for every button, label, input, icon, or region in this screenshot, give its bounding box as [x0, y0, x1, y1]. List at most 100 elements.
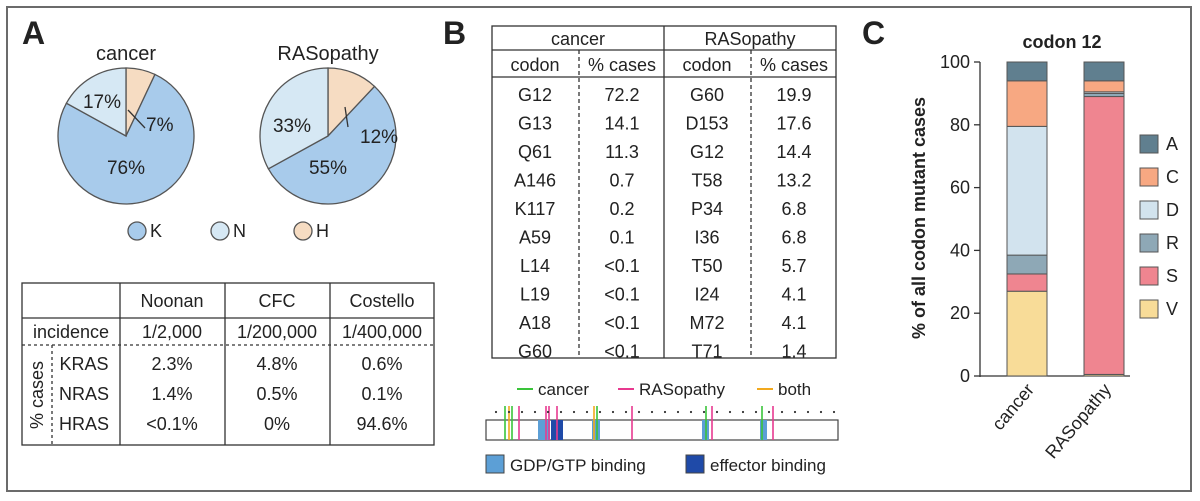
bar-segment-s — [1006, 273, 1048, 292]
codon-table-cell: A146 — [514, 171, 556, 191]
codon-table-cell: 72.2 — [604, 85, 639, 105]
codon-table-cell: A18 — [519, 313, 551, 333]
codon-table-cell: A59 — [519, 228, 551, 248]
codon-table-cell: G60 — [690, 85, 724, 105]
gdp-binding-region-4 — [760, 420, 767, 440]
panel-label-b: B — [443, 15, 466, 51]
codon-table-cell: 19.9 — [776, 85, 811, 105]
incidence-table — [21, 282, 435, 446]
gene-label: NRAS — [59, 384, 109, 404]
figure-frame — [6, 6, 1192, 492]
codon-table-cell: 0.1 — [609, 228, 634, 248]
pie-title-rasopathy: RASopathy — [277, 43, 378, 65]
incidence-cfc: 1/200,000 — [237, 322, 317, 342]
codon-table-cell: L14 — [520, 256, 550, 276]
gdp-binding-region-2 — [592, 420, 600, 440]
legend-label-v: V — [1166, 299, 1178, 319]
legend-label-r: R — [1166, 233, 1179, 253]
y-tick-label: 0 — [960, 366, 970, 386]
bar-segment-a — [1006, 61, 1048, 82]
codon-table-cell: <0.1 — [604, 342, 640, 362]
sequence-tick-dot — [494, 410, 498, 414]
pie-chart-cancer: 76% 17% 7% — [57, 67, 195, 205]
codon-table-cell: T71 — [691, 342, 722, 362]
pie-label-n: 33% — [273, 116, 311, 137]
legend-swatch-gdp — [485, 454, 505, 474]
legend-label-s: S — [1166, 266, 1178, 286]
legend-swatch-a — [1139, 134, 1159, 154]
codon-table-cell: 0.2 — [609, 199, 634, 219]
y-tick-label: 20 — [950, 303, 970, 323]
pie-leader-line — [344, 106, 349, 128]
x-tick-label: cancer — [988, 380, 1038, 434]
sequence-tick-dot — [637, 410, 641, 414]
sequence-tick-dot — [689, 410, 693, 414]
codon-table-cell: G12 — [518, 85, 552, 105]
pie-label-n: 17% — [83, 92, 121, 113]
codon-table-cell: <0.1 — [604, 256, 640, 276]
codon-table-cell: I24 — [694, 285, 719, 305]
sequence-tick-dot — [741, 410, 745, 414]
col-header-noonan: Noonan — [140, 291, 203, 311]
legend-swatch-h — [293, 221, 313, 241]
codon-table-cell: 0.7 — [609, 171, 634, 191]
sequence-tick-dot — [728, 410, 732, 414]
codon-subheader-1: codon — [510, 55, 559, 75]
sequence-tick-dot — [572, 410, 576, 414]
panel-label-c: C — [862, 15, 885, 51]
pie-slice-k — [57, 73, 195, 205]
seq-legend-cancer: cancer — [538, 380, 589, 399]
sequence-tick-dot — [793, 410, 797, 414]
codon-group-rasopathy: RASopathy — [704, 29, 795, 49]
sequence-tick-dot — [676, 410, 680, 414]
seq-legend-effector: effector binding — [710, 456, 826, 475]
codon-subheader-3: codon — [682, 55, 731, 75]
incidence-gene-rows: KRAS 2.3% 4.8% 0.6% NRAS 1.4% 0.5% 0.1% HRAS <0.1… — [59, 354, 408, 434]
codon-table-cell: 5.7 — [781, 256, 806, 276]
incidence-table-cell: 0% — [264, 414, 290, 434]
pie-label-k: 76% — [107, 158, 145, 179]
codon-table-cell: 17.6 — [776, 114, 811, 134]
sequence-tick-dot — [533, 410, 537, 414]
incidence-table-cell: 0.6% — [361, 354, 402, 374]
sequence-tick-dot — [780, 410, 784, 414]
sequence-tick-dot — [819, 410, 823, 414]
incidence-table-cell: 0.5% — [256, 384, 297, 404]
legend-label-n: N — [233, 221, 246, 241]
legend-swatch-d — [1139, 200, 1159, 220]
codon-table-cell: D153 — [685, 114, 728, 134]
incidence-noonan: 1/2,000 — [142, 322, 202, 342]
seq-legend-rasopathy: RASopathy — [639, 380, 725, 399]
legend-label-h: H — [316, 221, 329, 241]
codon-table-cell: G12 — [690, 142, 724, 162]
sequence-tick-dot — [754, 410, 758, 414]
seq-legend-both: both — [778, 380, 811, 399]
row-group-label-cases: % cases — [27, 361, 47, 429]
y-tick-label: 100 — [940, 52, 970, 72]
sequence-tick-dot — [663, 410, 667, 414]
y-tick-label: 40 — [950, 240, 970, 260]
col-header-cfc: CFC — [259, 291, 296, 311]
col-header-costello: Costello — [349, 291, 414, 311]
codon-table-cell: <0.1 — [604, 285, 640, 305]
codon-table-cell: P34 — [691, 199, 723, 219]
legend-swatch-n — [210, 221, 230, 241]
legend-swatch-k — [127, 221, 147, 241]
incidence-table-cell: <0.1% — [146, 414, 198, 434]
codon-group-cancer: cancer — [551, 29, 605, 49]
sequence-tick-dot — [715, 410, 719, 414]
legend-swatch-c — [1139, 167, 1159, 187]
bar-segment-r — [1006, 254, 1048, 275]
pie-title-cancer: cancer — [96, 43, 156, 65]
gene-label: KRAS — [59, 354, 108, 374]
gene-label: HRAS — [59, 414, 109, 434]
sequence-tick-dot — [806, 410, 810, 414]
panel-label-a: A — [22, 15, 45, 51]
pie-leader-line — [127, 109, 146, 129]
sequence-tick-dot — [559, 410, 563, 414]
incidence-table-cell: 4.8% — [256, 354, 297, 374]
pie-slice-n — [259, 67, 329, 170]
codon-table-cell: 4.1 — [781, 285, 806, 305]
sequence-tick-dot — [832, 410, 836, 414]
